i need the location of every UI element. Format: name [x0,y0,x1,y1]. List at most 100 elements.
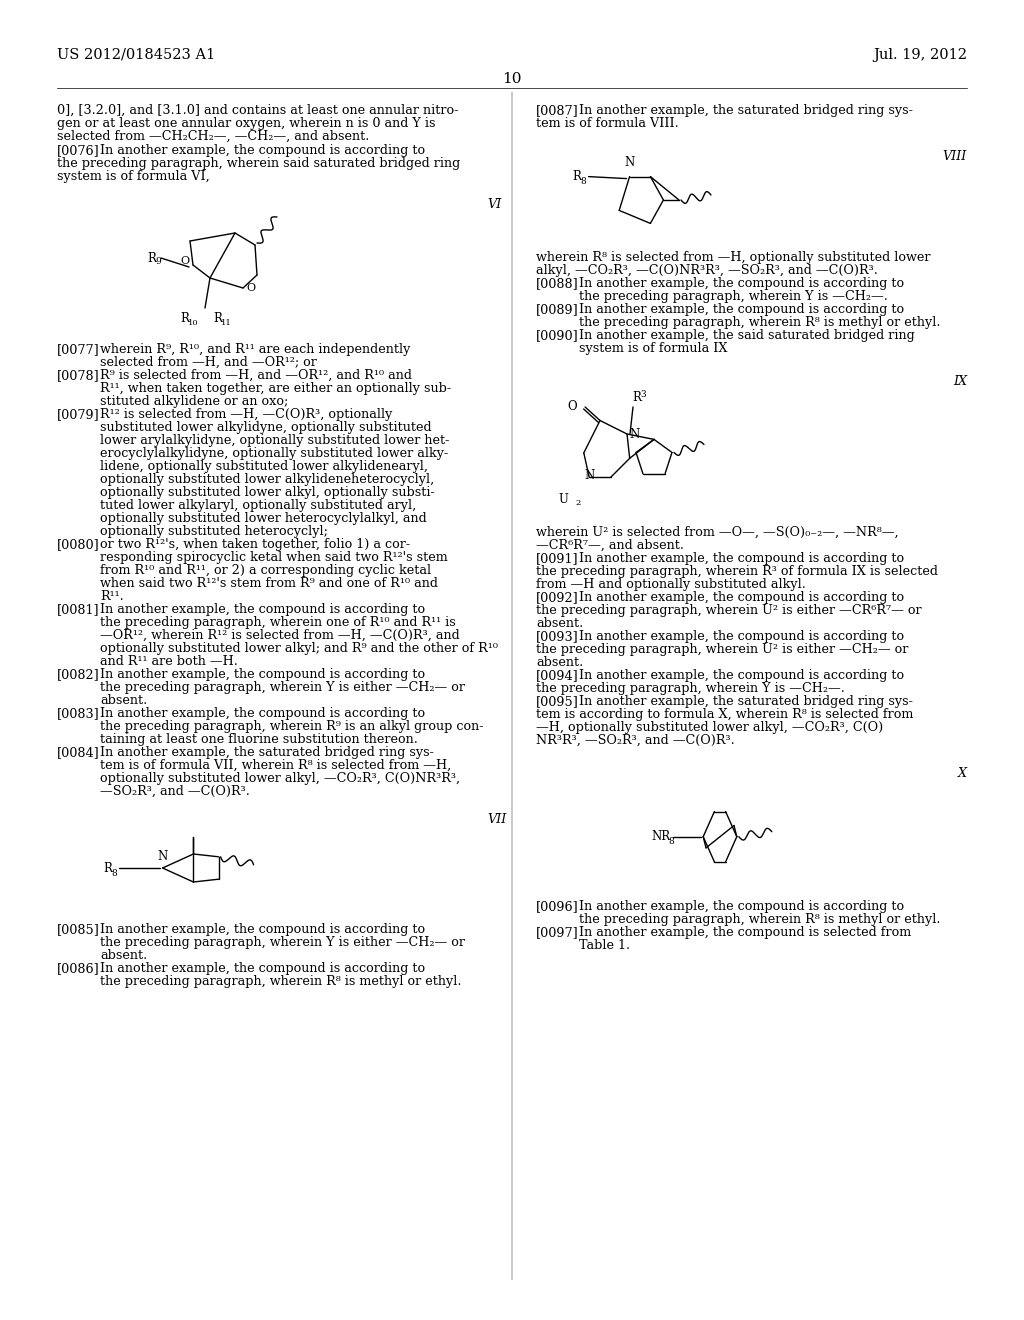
Text: In another example, the compound is according to: In another example, the compound is acco… [100,708,425,719]
Text: optionally substituted lower alkyl, —CO₂R³, C(O)NR³R³,: optionally substituted lower alkyl, —CO₂… [100,772,460,785]
Text: U: U [559,492,568,506]
Text: [0080]: [0080] [57,539,99,550]
Text: [0097]: [0097] [536,925,579,939]
Text: NR³R³, —SO₂R³, and —C(O)R³.: NR³R³, —SO₂R³, and —C(O)R³. [536,734,735,747]
Text: 3: 3 [640,389,645,399]
Text: optionally substituted heterocyclyl;: optionally substituted heterocyclyl; [100,525,328,539]
Text: the preceding paragraph, wherein Y is either —CH₂— or: the preceding paragraph, wherein Y is ei… [100,681,465,694]
Text: from —H and optionally substituted alkyl.: from —H and optionally substituted alkyl… [536,578,806,591]
Text: In another example, the compound is according to: In another example, the compound is acco… [579,591,904,603]
Text: R¹² is selected from —H, —C(O)R³, optionally: R¹² is selected from —H, —C(O)R³, option… [100,408,392,421]
Text: taining at least one fluorine substitution thereon.: taining at least one fluorine substituti… [100,733,418,746]
Text: absent.: absent. [536,616,584,630]
Text: 9: 9 [155,257,161,267]
Text: the preceding paragraph, wherein R⁸ is methyl or ethyl.: the preceding paragraph, wherein R⁸ is m… [100,975,462,987]
Text: from R¹⁰ and R¹¹, or 2) a corresponding cyclic ketal: from R¹⁰ and R¹¹, or 2) a corresponding … [100,564,431,577]
Text: the preceding paragraph, wherein one of R¹⁰ and R¹¹ is: the preceding paragraph, wherein one of … [100,616,456,630]
Text: [0094]: [0094] [536,669,579,681]
Text: In another example, the said saturated bridged ring: In another example, the said saturated b… [579,329,914,342]
Text: the preceding paragraph, wherein R³ of formula IX is selected: the preceding paragraph, wherein R³ of f… [536,565,938,578]
Text: —OR¹², wherein R¹² is selected from —H, —C(O)R³, and: —OR¹², wherein R¹² is selected from —H, … [100,630,460,642]
Text: or two R¹²'s, when taken together, folio 1) a cor-: or two R¹²'s, when taken together, folio… [100,539,411,550]
Text: tem is according to formula X, wherein R⁸ is selected from: tem is according to formula X, wherein R… [536,708,913,721]
Text: [0079]: [0079] [57,408,99,421]
Text: the preceding paragraph, wherein R⁹ is an alkyl group con-: the preceding paragraph, wherein R⁹ is a… [100,719,483,733]
Text: —SO₂R³, and —C(O)R³.: —SO₂R³, and —C(O)R³. [100,785,250,799]
Text: [0092]: [0092] [536,591,579,603]
Text: In another example, the saturated bridged ring sys-: In another example, the saturated bridge… [579,104,912,117]
Text: O: O [567,400,578,413]
Text: In another example, the compound is according to: In another example, the compound is acco… [579,630,904,643]
Text: the preceding paragraph, wherein R⁸ is methyl or ethyl.: the preceding paragraph, wherein R⁸ is m… [579,912,940,925]
Text: R: R [147,252,156,264]
Text: X: X [957,767,967,780]
Text: the preceding paragraph, wherein Y is —CH₂—.: the preceding paragraph, wherein Y is —C… [536,681,845,694]
Text: substituted lower alkylidyne, optionally substituted: substituted lower alkylidyne, optionally… [100,421,432,434]
Text: R: R [632,391,641,404]
Text: In another example, the compound is according to: In another example, the compound is acco… [579,304,904,317]
Text: R¹¹.: R¹¹. [100,590,124,603]
Text: N: N [629,428,639,441]
Text: In another example, the compound is according to: In another example, the compound is acco… [579,900,904,912]
Text: O: O [247,282,256,293]
Text: O: O [180,256,189,267]
Text: when said two R¹²'s stem from R⁹ and one of R¹⁰ and: when said two R¹²'s stem from R⁹ and one… [100,577,438,590]
Text: [0093]: [0093] [536,630,579,643]
Text: the preceding paragraph, wherein Y is —CH₂—.: the preceding paragraph, wherein Y is —C… [579,290,888,304]
Text: lower arylalkylidyne, optionally substituted lower het-: lower arylalkylidyne, optionally substit… [100,434,450,447]
Text: optionally substituted lower heterocyclylalkyl, and: optionally substituted lower heterocycly… [100,512,427,525]
Text: US 2012/0184523 A1: US 2012/0184523 A1 [57,48,215,62]
Text: In another example, the compound is according to: In another example, the compound is acco… [100,603,425,616]
Text: absent.: absent. [100,694,147,708]
Text: In another example, the compound is selected from: In another example, the compound is sele… [579,925,911,939]
Text: and R¹¹ are both —H.: and R¹¹ are both —H. [100,655,238,668]
Text: [0087]: [0087] [536,104,579,117]
Text: [0088]: [0088] [536,277,579,290]
Text: 8: 8 [669,837,674,846]
Text: —H, optionally substituted lower alkyl, —CO₂R³, C(O): —H, optionally substituted lower alkyl, … [536,721,884,734]
Text: N: N [625,156,635,169]
Text: selected from —CH₂CH₂—, —CH₂—, and absent.: selected from —CH₂CH₂—, —CH₂—, and absen… [57,129,370,143]
Text: In another example, the compound is according to: In another example, the compound is acco… [579,277,904,290]
Text: the preceding paragraph, wherein Y is either —CH₂— or: the preceding paragraph, wherein Y is ei… [100,936,465,949]
Text: alkyl, —CO₂R³, —C(O)NR³R³, —SO₂R³, and —C(O)R³.: alkyl, —CO₂R³, —C(O)NR³R³, —SO₂R³, and —… [536,264,878,277]
Text: optionally substituted lower alkyl, optionally substi-: optionally substituted lower alkyl, opti… [100,486,435,499]
Text: [0096]: [0096] [536,900,579,912]
Text: the preceding paragraph, wherein R⁸ is methyl or ethyl.: the preceding paragraph, wherein R⁸ is m… [579,317,940,329]
Text: the preceding paragraph, wherein said saturated bridged ring: the preceding paragraph, wherein said sa… [57,157,460,170]
Text: the preceding paragraph, wherein U² is either —CR⁶R⁷— or: the preceding paragraph, wherein U² is e… [536,603,922,616]
Text: Jul. 19, 2012: Jul. 19, 2012 [873,48,967,62]
Text: In another example, the compound is according to: In another example, the compound is acco… [579,552,904,565]
Text: VII: VII [487,813,506,826]
Text: In another example, the compound is according to: In another example, the compound is acco… [579,669,904,681]
Text: R¹¹, when taken together, are either an optionally sub-: R¹¹, when taken together, are either an … [100,381,452,395]
Text: system is of formula IX: system is of formula IX [579,342,727,355]
Text: In another example, the saturated bridged ring sys-: In another example, the saturated bridge… [579,694,912,708]
Text: selected from —H, and —OR¹²; or: selected from —H, and —OR¹²; or [100,356,316,370]
Text: In another example, the compound is according to: In another example, the compound is acco… [100,923,425,936]
Text: 11: 11 [221,319,231,327]
Text: In another example, the compound is according to: In another example, the compound is acco… [100,144,425,157]
Text: 0], [3.2.0], and [3.1.0] and contains at least one annular nitro-: 0], [3.2.0], and [3.1.0] and contains at… [57,104,459,117]
Text: 8: 8 [581,177,587,186]
Text: tem is of formula VIII.: tem is of formula VIII. [536,117,679,129]
Text: In another example, the saturated bridged ring sys-: In another example, the saturated bridge… [100,746,434,759]
Text: VIII: VIII [943,150,967,162]
Text: 8: 8 [112,869,118,878]
Text: R: R [180,312,188,325]
Text: 10: 10 [502,73,522,86]
Text: NR: NR [651,830,671,843]
Text: wherein U² is selected from —O—, —S(O)₀₋₂—, —NR⁸—,: wherein U² is selected from —O—, —S(O)₀₋… [536,525,899,539]
Text: responding spirocyclic ketal when said two R¹²'s stem: responding spirocyclic ketal when said t… [100,550,447,564]
Text: absent.: absent. [100,949,147,962]
Text: [0084]: [0084] [57,746,99,759]
Text: In another example, the compound is according to: In another example, the compound is acco… [100,962,425,975]
Text: [0085]: [0085] [57,923,100,936]
Text: wherein R⁹, R¹⁰, and R¹¹ are each independently: wherein R⁹, R¹⁰, and R¹¹ are each indepe… [100,343,411,356]
Text: gen or at least one annular oxygen, wherein n is 0 and Y is: gen or at least one annular oxygen, wher… [57,117,435,129]
Text: VI: VI [487,198,502,211]
Text: stituted alkylidene or an oxo;: stituted alkylidene or an oxo; [100,395,288,408]
Text: system is of formula VI,: system is of formula VI, [57,170,210,183]
Text: optionally substituted lower alkylideneheterocyclyl,: optionally substituted lower alkylideneh… [100,473,434,486]
Text: [0078]: [0078] [57,370,99,381]
